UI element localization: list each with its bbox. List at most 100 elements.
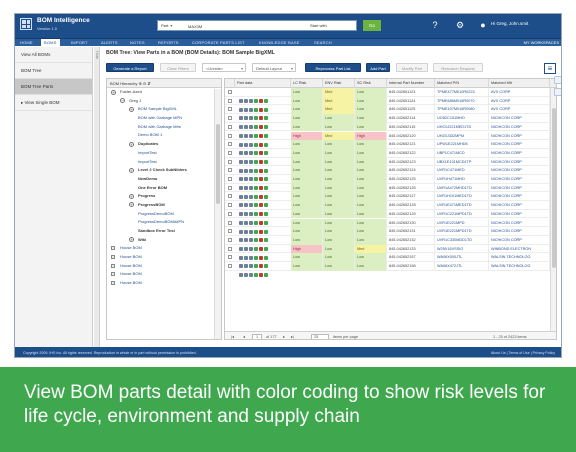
- part-data-icon[interactable]: [259, 238, 263, 243]
- part-data-icon[interactable]: [259, 212, 263, 217]
- matched-pn-cell[interactable]: UVR1E221MPD1TD: [435, 227, 489, 236]
- nav-notes[interactable]: NOTES: [130, 40, 145, 45]
- hierarchy-node-label[interactable]: House BOM: [120, 271, 142, 277]
- part-data-icon[interactable]: [239, 264, 243, 269]
- column-lc-risk[interactable]: LC Risk: [291, 79, 323, 88]
- row-checkbox[interactable]: [228, 168, 232, 173]
- part-data-icon[interactable]: [244, 238, 248, 243]
- hierarchy-node-label[interactable]: Demo BOM 1: [138, 132, 163, 138]
- matched-pn-cell[interactable]: UPW1E221MHD6: [435, 140, 489, 149]
- hierarchy-node-label[interactable]: ProgressDemoBOMAltPN: [138, 219, 185, 225]
- part-data-icon[interactable]: [239, 220, 243, 225]
- expand-node-icon[interactable]: +: [129, 193, 134, 199]
- part-data-icon[interactable]: [259, 116, 263, 121]
- hierarchy-node-label[interactable]: BOM with Garbage Mfrs: [138, 123, 181, 129]
- nav-corporate-parts-list[interactable]: CORPORATE PARTS LIST: [192, 40, 245, 45]
- hierarchy-node-label[interactable]: House BOM: [120, 280, 142, 286]
- part-data-icon[interactable]: [244, 107, 248, 112]
- expand-node-icon[interactable]: +: [129, 202, 134, 208]
- part-data-icons[interactable]: [239, 238, 269, 251]
- part-data-icon[interactable]: [249, 107, 253, 112]
- matched-pn-cell[interactable]: UVR1C471MED: [435, 166, 489, 175]
- part-data-icons[interactable]: [239, 160, 269, 173]
- row-checkbox[interactable]: [228, 255, 232, 260]
- part-data-icon[interactable]: [264, 238, 268, 243]
- matched-mfr-cell[interactable]: AVX CORP: [489, 105, 550, 115]
- matched-mfr-cell[interactable]: NICHICON CORP: [489, 227, 550, 236]
- part-data-icon[interactable]: [259, 151, 263, 156]
- part-data-icons[interactable]: [239, 229, 269, 243]
- part-data-icon[interactable]: [239, 177, 243, 182]
- part-data-icon[interactable]: [244, 168, 248, 173]
- table-row[interactable]: Low Low Low 845-042652130 UVR1E221MPD NICHICO…: [225, 218, 556, 234]
- matched-mfr-cell[interactable]: WALSIN TECHNOLOG: [489, 253, 550, 262]
- part-data-icon[interactable]: [239, 246, 243, 251]
- part-data-icon[interactable]: [259, 177, 263, 182]
- table-row[interactable]: Low Med Low 845-042651125 TPME107M016R0080 AV…: [225, 105, 556, 121]
- part-data-icon[interactable]: [244, 177, 248, 182]
- grid-menu-icon[interactable]: ≡: [544, 63, 556, 74]
- search-scope-select[interactable]: Part: [161, 23, 172, 28]
- row-checkbox[interactable]: [228, 237, 232, 242]
- table-row[interactable]: Low Low Low 845-042652124 UVR1C471MED NICHICO…: [225, 166, 556, 182]
- hierarchy-node-label[interactable]: ImportTest: [138, 158, 157, 164]
- part-data-icon[interactable]: [254, 238, 258, 243]
- table-row[interactable]: Low Low Low 845-042652115 UHC0J221MED1TD NICH…: [225, 122, 556, 138]
- row-checkbox[interactable]: [228, 264, 232, 268]
- matched-mfr-cell[interactable]: AVX CORP: [489, 96, 550, 106]
- part-data-icon[interactable]: [254, 194, 258, 199]
- row-checkbox[interactable]: [228, 211, 232, 216]
- matched-pn-cell[interactable]: W25X16VSSIG: [435, 244, 489, 254]
- matched-pn-cell[interactable]: UVR1E221MPD: [435, 218, 489, 228]
- part-data-icon[interactable]: [264, 151, 268, 156]
- page-number-input[interactable]: 1: [252, 334, 262, 339]
- part-data-icons[interactable]: [239, 107, 269, 121]
- part-data-icon[interactable]: [264, 212, 268, 217]
- part-data-icons[interactable]: [239, 99, 269, 112]
- column-matched-mfr[interactable]: Matched Mfr: [489, 79, 550, 88]
- part-data-icon[interactable]: [249, 168, 253, 173]
- part-data-icon[interactable]: [249, 159, 253, 164]
- part-data-icon[interactable]: [239, 186, 243, 190]
- matched-pn-cell[interactable]: UBX1E101MCD1TP: [435, 157, 489, 167]
- part-data-icon[interactable]: [264, 255, 268, 260]
- part-data-icon[interactable]: [254, 264, 258, 269]
- hierarchy-node-label[interactable]: BOM with Garbage MPN: [138, 115, 183, 121]
- part-data-icon[interactable]: [259, 133, 263, 138]
- part-data-icon[interactable]: [249, 151, 253, 156]
- matched-mfr-cell[interactable]: NICHICON CORP: [489, 235, 550, 245]
- hierarchy-node[interactable]: NewDemo: [107, 175, 221, 184]
- matched-mfr-cell[interactable]: NICHICON CORP: [489, 192, 550, 202]
- table-row[interactable]: Low Low Low 845-042652127 UVR1H101MED1TD NICH…: [225, 192, 556, 208]
- part-data-icon[interactable]: [254, 168, 258, 173]
- part-data-icon[interactable]: [244, 125, 248, 130]
- hierarchy-node-label[interactable]: House BOM: [120, 254, 142, 260]
- hierarchy-node[interactable]: + ProgressBOM: [107, 201, 221, 210]
- part-data-icon[interactable]: [254, 151, 258, 156]
- table-row[interactable]: Low Low Low 845-042652129 UVR1C221MPD1TD NICH…: [225, 209, 556, 225]
- user-icon[interactable]: ●: [480, 20, 486, 30]
- part-data-icon[interactable]: [239, 168, 243, 173]
- part-data-icons[interactable]: [239, 90, 269, 103]
- part-data-icon[interactable]: [244, 220, 248, 225]
- part-data-icons[interactable]: [239, 151, 269, 164]
- part-data-icon[interactable]: [254, 186, 258, 190]
- hierarchy-node[interactable]: + Duplicates: [107, 140, 221, 149]
- part-data-icon[interactable]: [244, 212, 248, 217]
- generate-report-button[interactable]: Generate a Report: [106, 63, 154, 72]
- part-data-icon[interactable]: [259, 159, 263, 164]
- part-data-icon[interactable]: [249, 125, 253, 130]
- part-data-icon[interactable]: [244, 246, 248, 251]
- table-row[interactable]: Low Low Low 845-042652158 WA06X472JTL WALSIN …: [225, 262, 556, 277]
- column-env-risk[interactable]: ENV Risk: [323, 79, 355, 88]
- matched-mfr-cell[interactable]: NICHICON CORP: [489, 175, 550, 184]
- part-data-icon[interactable]: [264, 194, 268, 199]
- matched-mfr-cell[interactable]: NICHICON CORP: [489, 218, 550, 228]
- part-data-icon[interactable]: [264, 220, 268, 225]
- hierarchy-node-label[interactable]: ProgressDemoBOM: [138, 210, 174, 216]
- part-data-icon[interactable]: [264, 159, 268, 164]
- part-data-icon[interactable]: [259, 255, 263, 260]
- part-data-icon[interactable]: [239, 203, 243, 208]
- matched-pn-cell[interactable]: UHC0J221MED1TD: [435, 122, 489, 132]
- part-data-icons[interactable]: [239, 264, 269, 277]
